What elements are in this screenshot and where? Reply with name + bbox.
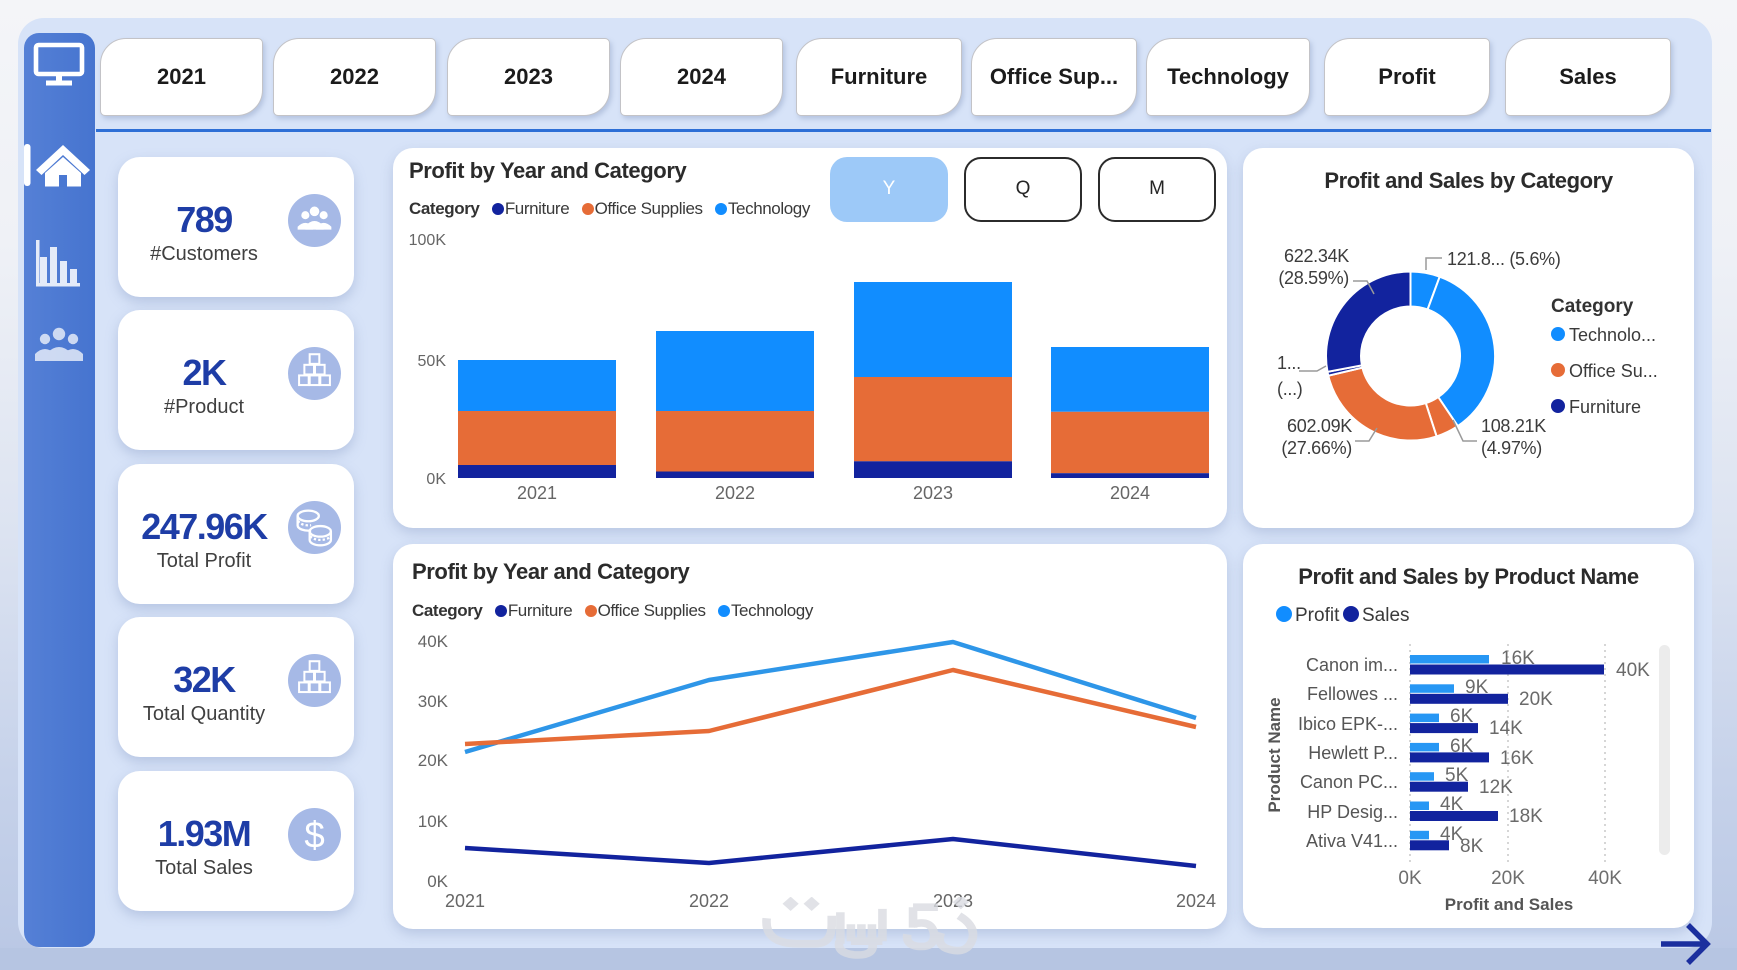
svg-text:Sales: Sales bbox=[1362, 605, 1410, 626]
svg-text:0K: 0K bbox=[1398, 868, 1422, 889]
svg-text:9K: 9K bbox=[1465, 677, 1489, 698]
svg-text:Technolo...: Technolo... bbox=[1569, 325, 1656, 345]
svg-text:1...: 1... bbox=[1277, 353, 1301, 373]
svg-text:Furniture: Furniture bbox=[1569, 397, 1641, 417]
svg-text:4K: 4K bbox=[1440, 794, 1464, 815]
svg-text:30K: 30K bbox=[418, 692, 449, 711]
svg-text:(4.97%): (4.97%) bbox=[1481, 438, 1542, 458]
svg-text:Profit: Profit bbox=[1295, 605, 1340, 626]
svg-text:6K: 6K bbox=[1450, 706, 1474, 727]
svg-text:40K: 40K bbox=[1616, 660, 1650, 681]
svg-text:Canon PC...: Canon PC... bbox=[1300, 772, 1398, 792]
svg-text:100K: 100K bbox=[409, 232, 447, 249]
svg-text:121.8... (5.6%): 121.8... (5.6%) bbox=[1447, 249, 1561, 269]
svg-text:2021: 2021 bbox=[445, 891, 485, 911]
svg-text:2022: 2022 bbox=[715, 483, 755, 503]
svg-text:2024: 2024 bbox=[1110, 483, 1150, 503]
svg-text:40K: 40K bbox=[418, 632, 449, 651]
svg-text:20K: 20K bbox=[418, 751, 449, 770]
svg-text:50K: 50K bbox=[418, 353, 447, 370]
svg-text:0K: 0K bbox=[427, 872, 448, 891]
svg-text:20K: 20K bbox=[1491, 868, 1525, 889]
svg-text:Product Name: Product Name bbox=[1265, 697, 1284, 812]
svg-text:Fellowes ...: Fellowes ... bbox=[1307, 684, 1398, 704]
svg-text:2021: 2021 bbox=[517, 483, 557, 503]
svg-text:(...): (...) bbox=[1277, 379, 1303, 399]
svg-text:16K: 16K bbox=[1500, 748, 1534, 769]
svg-text:(27.66%): (27.66%) bbox=[1281, 438, 1352, 458]
svg-text:16K: 16K bbox=[1501, 648, 1535, 669]
svg-text:2023: 2023 bbox=[913, 483, 953, 503]
svg-text:Office Su...: Office Su... bbox=[1569, 361, 1658, 381]
svg-text:18K: 18K bbox=[1509, 806, 1543, 827]
svg-text:(28.59%): (28.59%) bbox=[1278, 268, 1349, 288]
svg-text:Canon im...: Canon im... bbox=[1306, 655, 1398, 675]
svg-text:602.09K: 602.09K bbox=[1287, 416, 1352, 436]
svg-text:2024: 2024 bbox=[1176, 891, 1216, 911]
svg-text:$: $ bbox=[304, 815, 324, 856]
svg-text:Ibico EPK-...: Ibico EPK-... bbox=[1298, 714, 1398, 734]
svg-text:10K: 10K bbox=[418, 812, 449, 831]
svg-text:Category: Category bbox=[1551, 296, 1634, 317]
svg-text:5K: 5K bbox=[1445, 765, 1469, 786]
svg-text:4K: 4K bbox=[1440, 824, 1464, 845]
svg-text:Profit and Sales: Profit and Sales bbox=[1445, 895, 1573, 914]
svg-text:Hewlett P...: Hewlett P... bbox=[1308, 743, 1398, 763]
svg-text:40K: 40K bbox=[1588, 868, 1622, 889]
svg-text:Ativa V41...: Ativa V41... bbox=[1306, 831, 1398, 851]
svg-text:622.34K: 622.34K bbox=[1284, 246, 1349, 266]
svg-text:108.21K: 108.21K bbox=[1481, 416, 1546, 436]
svg-text:0K: 0K bbox=[426, 471, 446, 488]
svg-text:6K: 6K bbox=[1450, 736, 1474, 757]
svg-text:14K: 14K bbox=[1489, 718, 1523, 739]
svg-text:8K: 8K bbox=[1460, 836, 1484, 857]
svg-text:12K: 12K bbox=[1479, 777, 1513, 798]
svg-text:2022: 2022 bbox=[689, 891, 729, 911]
svg-text:20K: 20K bbox=[1519, 689, 1553, 710]
svg-text:HP Desig...: HP Desig... bbox=[1307, 802, 1398, 822]
